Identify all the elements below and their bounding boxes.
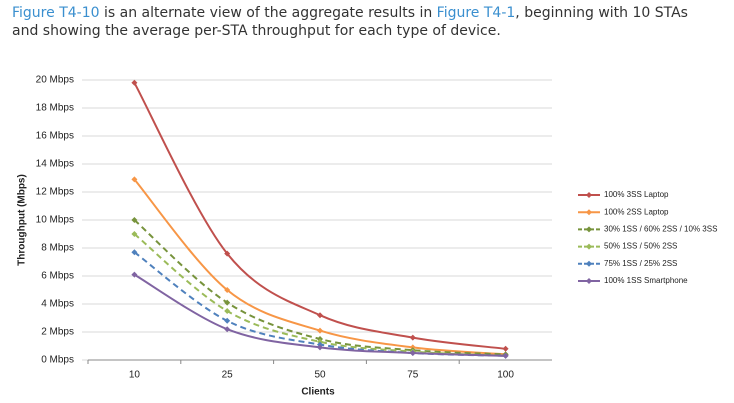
point-marker [131,79,138,86]
point-marker [502,352,509,359]
y-tick-label: 6 Mbps [41,271,74,282]
legend-label: 30% 1SS / 60% 2SS / 10% 3SS [604,225,717,234]
text: , beginning with 10 STAs and showing the… [12,5,688,39]
y-axis-title: Throughput (Mbps) [17,174,28,266]
point-marker [224,287,231,293]
legend-label: 100% 2SS Laptop [604,207,669,216]
series-line [133,178,506,356]
y-tick-label: 18 Mbps [36,103,74,114]
x-tick-label: 100 [497,370,514,381]
point-marker [224,250,231,257]
series-line [133,219,506,356]
x-tick-label: 75 [407,370,419,381]
point-marker [131,176,138,183]
point-marker [409,334,416,341]
y-tick-label: 10 Mbps [36,215,74,226]
legend-label: 75% 1SS / 25% 2SS [604,259,677,268]
intro-text: Figure T4-10 is an alternate view of the… [12,4,712,40]
legend-marker [586,278,592,284]
x-tick-label: 25 [222,370,234,381]
point-marker [502,345,509,352]
y-tick-label: 14 Mbps [36,159,74,170]
legend-marker [586,192,592,198]
legend-marker [586,226,592,233]
figure-link[interactable]: Figure T4-10 [12,5,100,21]
y-tick-label: 20 Mbps [36,75,74,86]
point-marker [317,312,323,319]
point-marker [224,308,231,314]
point-marker [409,350,416,356]
legend-marker [586,209,592,216]
legend-marker [586,243,592,250]
figure-link[interactable]: Figure T4-1 [436,5,516,21]
point-marker [131,217,138,223]
point-marker [131,249,138,256]
point-marker [224,326,231,333]
point-marker [317,327,323,334]
point-marker [224,317,231,324]
legend-label: 50% 1SS / 50% 2SS [604,242,677,251]
legend-label: 100% 3SS Laptop [604,190,669,199]
x-tick-label: 10 [129,370,141,381]
point-marker [317,344,323,351]
legend-marker [586,260,592,267]
y-tick-label: 4 Mbps [41,299,74,310]
x-axis-title: Clients [301,387,335,398]
series-line [133,82,506,350]
point-marker [131,271,138,278]
point-marker [224,299,231,306]
y-tick-label: 2 Mbps [41,327,74,338]
y-tick-label: 16 Mbps [36,131,74,142]
y-tick-label: 12 Mbps [36,187,74,198]
series-line [133,233,506,357]
x-tick-label: 50 [314,370,326,381]
point-marker [131,231,138,237]
y-tick-label: 8 Mbps [41,243,74,254]
y-tick-label: 0 Mbps [41,355,74,366]
legend-label: 100% 1SS Smartphone [604,276,688,285]
text: is an alternate view of the aggregate re… [99,5,437,21]
